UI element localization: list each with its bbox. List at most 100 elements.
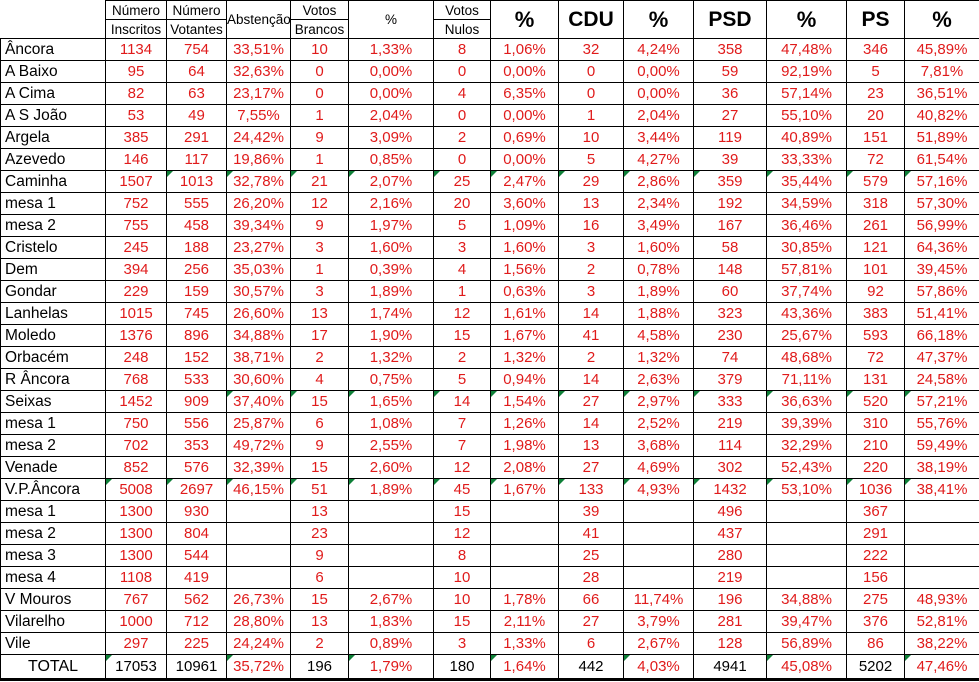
header-psd[interactable]: PSD — [693, 0, 767, 39]
cell[interactable] — [904, 500, 979, 523]
cell[interactable]: 0 — [290, 82, 349, 105]
cell[interactable]: 57,81% — [766, 258, 847, 281]
cell[interactable]: 2,55% — [348, 434, 434, 457]
row-label[interactable]: mesa 1 — [0, 192, 106, 215]
cell[interactable]: 1,65% — [348, 390, 434, 413]
cell[interactable]: 2,08% — [490, 456, 559, 479]
cell[interactable]: 220 — [846, 456, 905, 479]
cell[interactable]: 24,42% — [226, 126, 291, 149]
cell[interactable]: 25 — [433, 170, 491, 193]
cell[interactable]: 1108 — [105, 566, 167, 589]
cell[interactable]: 47,37% — [904, 346, 979, 369]
cell[interactable]: 71,11% — [766, 368, 847, 391]
cell[interactable]: 2,52% — [623, 412, 694, 435]
cell[interactable]: 930 — [166, 500, 227, 523]
cell[interactable]: 1432 — [693, 478, 767, 501]
cell[interactable] — [226, 544, 291, 567]
cell[interactable]: 10 — [433, 588, 491, 611]
cell[interactable] — [348, 566, 434, 589]
cell[interactable]: 10 — [290, 38, 349, 61]
cell[interactable]: 2,04% — [348, 104, 434, 127]
cell[interactable]: 6,35% — [490, 82, 559, 105]
cell[interactable]: 148 — [693, 258, 767, 281]
cell[interactable]: 52,43% — [766, 456, 847, 479]
row-label[interactable]: Venade — [0, 456, 106, 479]
cell[interactable]: 13 — [558, 192, 624, 215]
cell[interactable]: 57,30% — [904, 192, 979, 215]
cell[interactable]: 318 — [846, 192, 905, 215]
cell[interactable]: 5 — [846, 60, 905, 83]
cell[interactable]: 7,55% — [226, 104, 291, 127]
cell[interactable]: 767 — [105, 588, 167, 611]
header-brancos-bottom[interactable]: Brancos — [290, 19, 349, 39]
cell[interactable]: 2,16% — [348, 192, 434, 215]
cell[interactable]: 261 — [846, 214, 905, 237]
cell[interactable]: 909 — [166, 390, 227, 413]
cell[interactable]: 750 — [105, 412, 167, 435]
cell[interactable]: 4,27% — [623, 148, 694, 171]
cell[interactable]: 230 — [693, 324, 767, 347]
cell[interactable]: 281 — [693, 610, 767, 633]
cell[interactable]: 24,58% — [904, 368, 979, 391]
cell[interactable]: 13 — [290, 302, 349, 325]
cell[interactable]: 3,44% — [623, 126, 694, 149]
cell[interactable]: 755 — [105, 214, 167, 237]
cell[interactable]: 3 — [433, 236, 491, 259]
cell[interactable] — [623, 500, 694, 523]
cell[interactable]: 310 — [846, 412, 905, 435]
row-label[interactable]: Seixas — [0, 390, 106, 413]
header-cdu[interactable]: CDU — [558, 0, 624, 39]
cell[interactable]: 1,60% — [348, 236, 434, 259]
cell[interactable]: 53 — [105, 104, 167, 127]
cell[interactable]: 245 — [105, 236, 167, 259]
cell[interactable]: 1,09% — [490, 214, 559, 237]
cell[interactable]: 180 — [433, 654, 491, 681]
row-label[interactable]: Cristelo — [0, 236, 106, 259]
cell[interactable]: 1013 — [166, 170, 227, 193]
cell[interactable]: 86 — [846, 632, 905, 655]
cell[interactable]: 6 — [290, 412, 349, 435]
cell[interactable]: 72 — [846, 346, 905, 369]
cell[interactable]: 47,48% — [766, 38, 847, 61]
cell[interactable]: 2,60% — [348, 456, 434, 479]
cell[interactable]: 5008 — [105, 478, 167, 501]
cell[interactable]: 0,00% — [490, 104, 559, 127]
cell[interactable] — [904, 544, 979, 567]
cell[interactable]: 5 — [433, 368, 491, 391]
cell[interactable]: 39 — [558, 500, 624, 523]
cell[interactable]: 280 — [693, 544, 767, 567]
cell[interactable]: 0 — [558, 60, 624, 83]
cell[interactable]: 36 — [693, 82, 767, 105]
cell[interactable]: 0,39% — [348, 258, 434, 281]
cell[interactable]: 14 — [558, 412, 624, 435]
cell[interactable]: 55,10% — [766, 104, 847, 127]
cell[interactable]: 39,45% — [904, 258, 979, 281]
cell[interactable]: 30,60% — [226, 368, 291, 391]
header-abstencao[interactable]: Abstenção — [226, 0, 291, 39]
cell[interactable]: 45 — [433, 478, 491, 501]
cell[interactable]: 0,75% — [348, 368, 434, 391]
cell[interactable]: 3 — [290, 236, 349, 259]
cell[interactable]: 7 — [433, 434, 491, 457]
cell[interactable]: 1,78% — [490, 588, 559, 611]
cell[interactable]: 23 — [290, 522, 349, 545]
row-label[interactable]: mesa 3 — [0, 544, 106, 567]
cell[interactable]: 0,00% — [623, 60, 694, 83]
cell[interactable]: 133 — [558, 478, 624, 501]
cell[interactable]: 66,18% — [904, 324, 979, 347]
cell[interactable]: 3,49% — [623, 214, 694, 237]
cell[interactable]: 23 — [846, 82, 905, 105]
cell[interactable]: 1036 — [846, 478, 905, 501]
cell[interactable]: 419 — [166, 566, 227, 589]
cell[interactable]: 712 — [166, 610, 227, 633]
cell[interactable]: 26,20% — [226, 192, 291, 215]
cell[interactable]: 23,17% — [226, 82, 291, 105]
row-label[interactable]: V.P.Âncora — [0, 478, 106, 501]
cell[interactable]: 4,58% — [623, 324, 694, 347]
cell[interactable]: 6 — [558, 632, 624, 655]
cell[interactable]: 1300 — [105, 500, 167, 523]
cell[interactable]: 256 — [166, 258, 227, 281]
cell[interactable]: 13 — [290, 610, 349, 633]
cell[interactable]: 32,63% — [226, 60, 291, 83]
row-label[interactable]: Argela — [0, 126, 106, 149]
